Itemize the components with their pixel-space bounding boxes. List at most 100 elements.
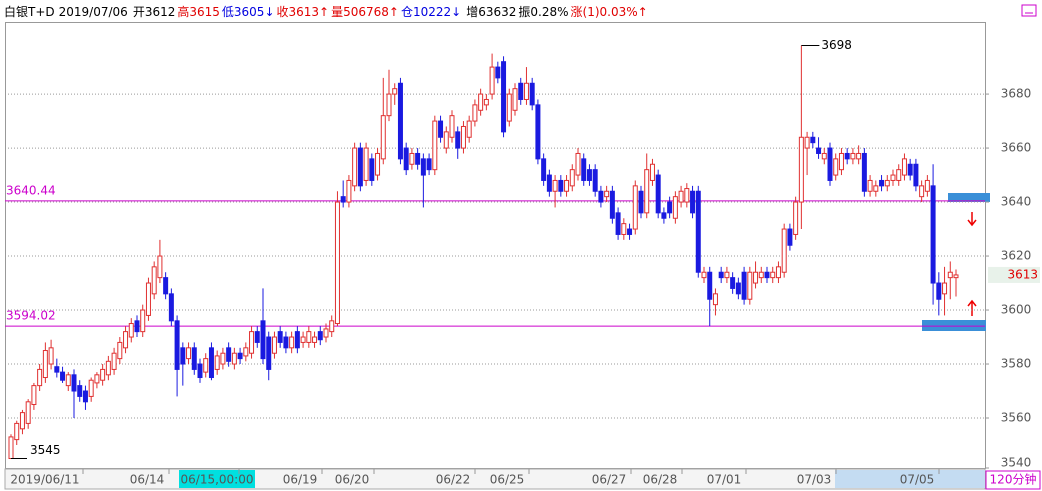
candle-body <box>758 271 764 279</box>
candle-body <box>667 201 673 214</box>
candle-body <box>312 336 318 343</box>
candle-body <box>145 282 151 316</box>
candle-body <box>31 385 37 406</box>
candle-body <box>397 82 403 160</box>
candle-body <box>100 368 106 381</box>
candle-body <box>14 422 20 441</box>
candle-body <box>678 190 684 203</box>
candle-body <box>781 228 787 273</box>
candle-body <box>426 158 432 171</box>
arrow-up <box>967 299 977 316</box>
candle-body <box>128 323 134 338</box>
candle-body <box>214 355 220 370</box>
candle-body <box>512 88 518 111</box>
candle-body <box>730 277 736 289</box>
y-tick-label: 3600 <box>1001 303 1032 317</box>
period-box <box>985 470 1041 490</box>
marker-box <box>948 193 990 202</box>
candle-body <box>558 179 564 192</box>
arrow-down <box>967 212 977 227</box>
candle-body <box>226 347 232 362</box>
candle-body <box>168 293 174 322</box>
candle-body <box>879 179 885 187</box>
candle-body <box>455 131 461 149</box>
candle-body <box>151 266 157 295</box>
candle-body <box>775 266 781 279</box>
candle-body <box>478 93 484 111</box>
header-item: 仓10222↓ <box>401 5 461 19</box>
candle-body <box>432 120 438 171</box>
candle-body <box>884 179 890 187</box>
candle-body <box>449 115 455 138</box>
candle-body <box>506 93 512 122</box>
window-icon[interactable] <box>1021 4 1037 17</box>
candle-body <box>8 436 14 460</box>
candle-body <box>346 179 352 203</box>
candle-body <box>518 82 524 100</box>
header: 白银T+D 2019/07/06 开3612 高3615 低3605↓ 收3613↑ 量50… <box>4 4 648 19</box>
candle-body <box>289 336 295 349</box>
candle-body <box>890 174 896 181</box>
candle-body <box>277 331 283 343</box>
header-item: 增63632 <box>466 5 516 19</box>
candle-body <box>54 366 60 373</box>
x-tick-label: 06/14 <box>130 473 165 487</box>
candle-body <box>581 158 587 181</box>
candle-body <box>306 331 312 343</box>
y-tick-label: 3640 <box>1001 195 1032 209</box>
candle-body <box>466 120 472 138</box>
period-label[interactable]: 120分钟 <box>990 472 1037 487</box>
candle-body <box>838 152 844 171</box>
candle-body <box>701 271 707 279</box>
candle-body <box>403 147 409 171</box>
candle-body <box>163 277 169 295</box>
candle-body <box>329 320 335 333</box>
candle-body <box>191 347 197 370</box>
candle-body <box>621 223 627 235</box>
candle-body <box>793 201 799 235</box>
candle-body <box>821 152 827 160</box>
candle-body <box>810 136 816 144</box>
candle-body <box>827 147 833 181</box>
candle-body <box>249 331 255 354</box>
candle-body <box>598 190 604 203</box>
candle-body <box>266 336 272 370</box>
x-tick-label: 06/19 <box>283 473 318 487</box>
candle-body <box>627 228 633 235</box>
candle-body <box>695 190 701 273</box>
low-label: 3545 <box>30 443 61 457</box>
candle-body <box>111 352 117 370</box>
candle-body <box>787 228 793 246</box>
y-tick-label: 3540 <box>1001 456 1032 470</box>
candle-body <box>415 152 421 165</box>
candle-body <box>392 88 398 95</box>
marker-box <box>922 320 986 331</box>
candle-body <box>833 158 839 176</box>
reference-label: 3594.02 <box>6 309 56 323</box>
candle-body <box>684 188 690 203</box>
candle-body <box>861 152 867 192</box>
candle-body <box>913 163 919 187</box>
candle-body <box>42 350 48 379</box>
candle-body <box>65 374 71 387</box>
x-tick-label: 07/01 <box>707 473 742 487</box>
header-item: 低3605↓ <box>222 5 275 19</box>
candle-body <box>294 331 300 349</box>
candle-body <box>495 66 501 79</box>
y-tick-label: 3580 <box>1001 357 1032 371</box>
candle-body <box>930 185 936 284</box>
candle-body <box>105 360 111 376</box>
candle-body <box>438 120 444 138</box>
candle-body <box>352 147 358 187</box>
candle-body <box>798 136 804 203</box>
candle-body <box>197 363 203 379</box>
candle-body <box>271 336 277 354</box>
candle-body <box>546 174 552 192</box>
candle-body <box>231 352 237 365</box>
candle-body <box>254 331 260 343</box>
candle-body <box>340 196 346 203</box>
candle-body <box>764 271 770 279</box>
candle-body <box>856 152 862 160</box>
y-tick-label: 3680 <box>1001 87 1032 101</box>
candle-body <box>369 158 375 181</box>
